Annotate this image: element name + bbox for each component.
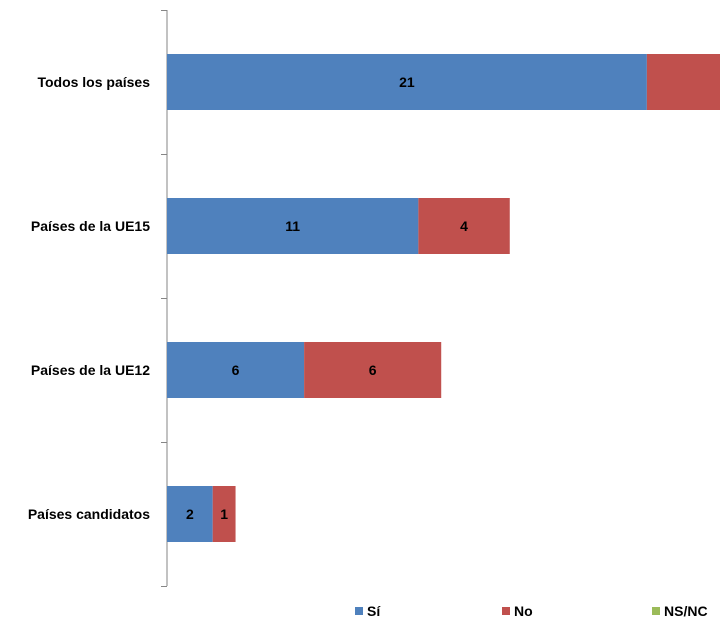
category-label: Países candidatos bbox=[28, 506, 150, 522]
category-label: Todos los países bbox=[37, 74, 150, 90]
category-label: Países de la UE12 bbox=[31, 362, 150, 378]
category-label: Países de la UE15 bbox=[31, 218, 150, 234]
legend-label: No bbox=[514, 603, 533, 619]
legend-swatch bbox=[502, 607, 510, 615]
bar-segment-si bbox=[167, 198, 419, 254]
legend-label: NS/NC bbox=[664, 603, 708, 619]
axis-layer: Todos los países Países de la UE15 Países … bbox=[28, 10, 168, 587]
legend: Sí No NS/NC bbox=[355, 603, 708, 619]
data-label: 6 bbox=[232, 362, 240, 378]
bar-segment-si bbox=[167, 54, 647, 110]
bar-segment-no bbox=[212, 486, 236, 542]
legend-swatch bbox=[355, 607, 363, 615]
legend-swatch bbox=[652, 607, 660, 615]
bar-segment-no bbox=[304, 342, 442, 398]
data-label: 11 bbox=[285, 218, 300, 234]
data-label: 21 bbox=[399, 74, 415, 90]
data-label: 1 bbox=[220, 506, 228, 522]
data-label: 6 bbox=[369, 362, 377, 378]
bar-segment-si bbox=[167, 342, 305, 398]
bars-layer bbox=[167, 54, 720, 542]
data-label: 2 bbox=[186, 506, 194, 522]
bar-segment-no bbox=[418, 198, 510, 254]
bar-segment-si bbox=[167, 486, 213, 542]
legend-label: Sí bbox=[367, 603, 381, 619]
bar-segment-no bbox=[646, 54, 720, 110]
data-label: 4 bbox=[460, 218, 468, 234]
